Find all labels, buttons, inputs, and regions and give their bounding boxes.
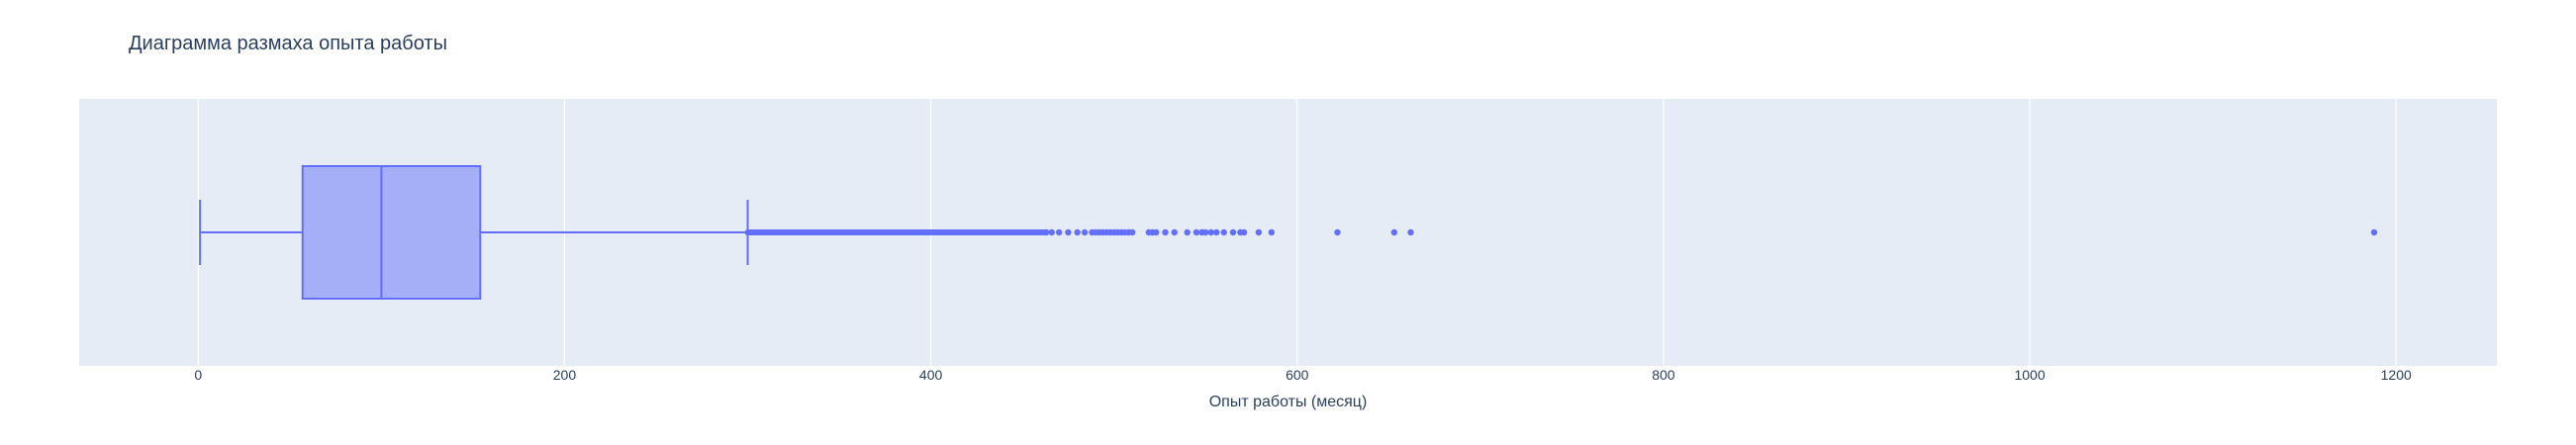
x-axis-ticks: 0 200 400 600 800 1000 1200 xyxy=(194,367,2412,383)
outlier-point xyxy=(1255,228,1263,236)
outlier-point xyxy=(1220,228,1227,236)
outlier-point xyxy=(1162,228,1169,236)
outlier-point xyxy=(1390,228,1398,236)
chart-title: Диаграмма размаха опыта работы xyxy=(129,33,447,54)
outlier-point xyxy=(1334,228,1341,236)
outlier-point xyxy=(1081,228,1089,236)
outlier-point xyxy=(1184,228,1191,236)
x-tick-label: 0 xyxy=(194,367,202,383)
outlier-point xyxy=(1202,228,1209,236)
outlier-point xyxy=(1043,228,1050,236)
outlier-point xyxy=(1055,228,1063,236)
outlier-point xyxy=(1240,228,1248,236)
outlier-point xyxy=(1171,228,1178,236)
outlier-point xyxy=(1074,228,1081,236)
outlier-point xyxy=(1407,228,1414,236)
x-tick-label: 800 xyxy=(1652,367,1675,383)
outlier-point xyxy=(1268,228,1276,236)
outlier-point xyxy=(2370,228,2378,236)
x-tick-label: 600 xyxy=(1286,367,1309,383)
outlier-point xyxy=(1229,228,1237,236)
outlier-point xyxy=(1128,228,1136,236)
outlier-point xyxy=(1153,228,1160,236)
outlier-point xyxy=(1048,228,1055,236)
outlier-point xyxy=(1065,228,1072,236)
outlier-point xyxy=(1193,228,1200,236)
outlier-point xyxy=(1207,228,1214,236)
interquartile-box[interactable] xyxy=(301,165,482,300)
x-tick-label: 1000 xyxy=(2014,367,2045,383)
outlier-point xyxy=(1213,228,1220,236)
x-axis-label: Опыт работы (месяц) xyxy=(1209,394,1368,410)
x-tick-label: 400 xyxy=(919,367,943,383)
outlier-points xyxy=(1043,228,2378,236)
x-tick-label: 1200 xyxy=(2381,367,2412,383)
x-tick-label: 200 xyxy=(553,367,577,383)
